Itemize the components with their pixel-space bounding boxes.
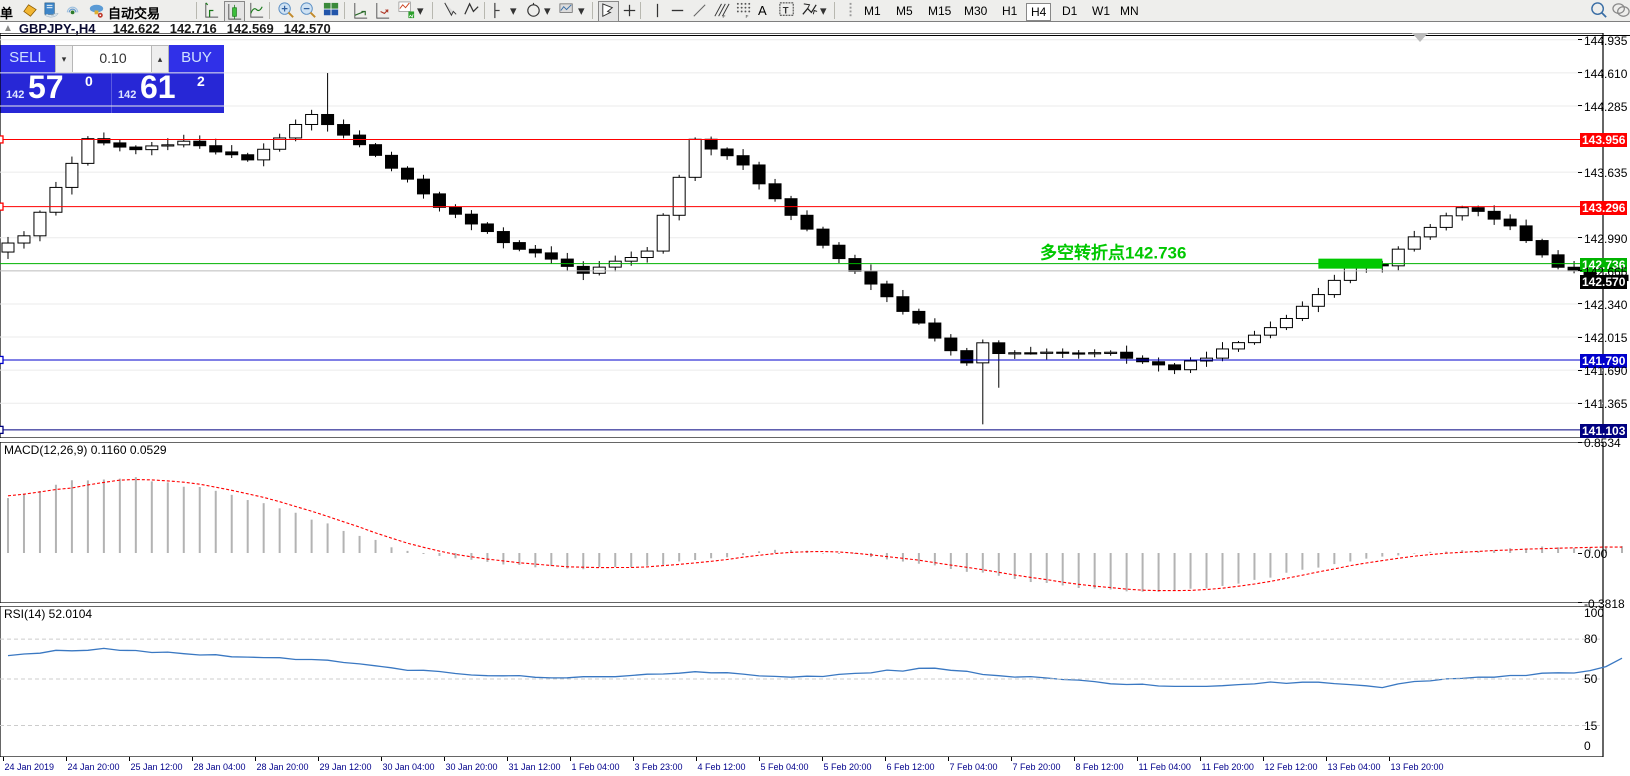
svg-text:MACD(12,26,9) 0.1160 0.0529: MACD(12,26,9) 0.1160 0.0529 (4, 443, 167, 457)
svg-text:多空转折点142.736: 多空转折点142.736 (1040, 243, 1186, 263)
svg-text:RSI(14) 52.0104: RSI(14) 52.0104 (4, 607, 92, 621)
